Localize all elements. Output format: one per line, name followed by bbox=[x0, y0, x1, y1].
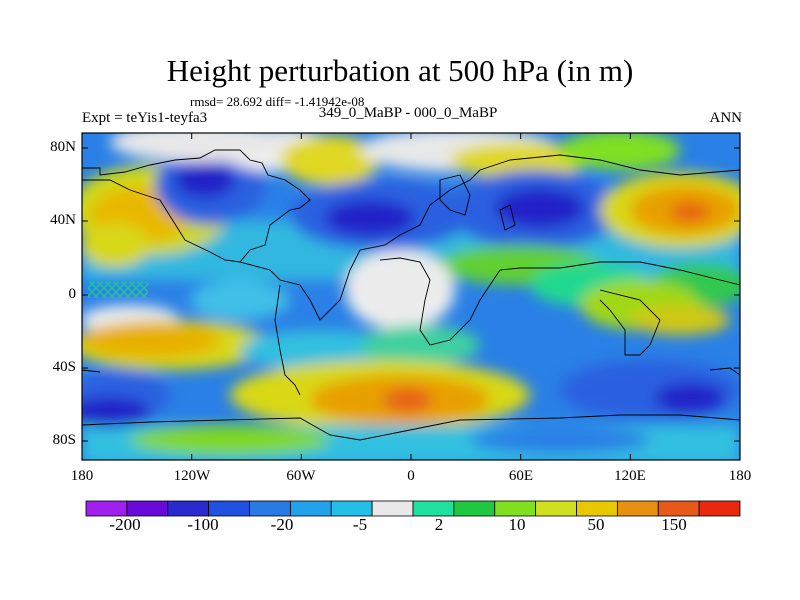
stats-label: rmsd= 28.692 diff= -1.41942e-08 bbox=[190, 94, 365, 109]
colorbar bbox=[85, 500, 741, 517]
colorbar-swatch bbox=[453, 500, 496, 517]
lat-ticks bbox=[82, 147, 740, 442]
colorbar-label: -5 bbox=[352, 515, 368, 534]
colorbar-label: -20 bbox=[270, 515, 294, 534]
colorbar-swatch bbox=[289, 500, 332, 517]
colorbar-swatch bbox=[85, 500, 128, 517]
colorbar-swatch bbox=[616, 500, 659, 517]
lon-label-60w: 60W bbox=[286, 468, 316, 484]
figure-title: Height perturbation at 500 hPa (in m) bbox=[166, 53, 634, 88]
colorbar-swatch bbox=[330, 500, 373, 517]
lat-label-80n: 80N bbox=[50, 139, 76, 155]
lon-label-180w: 180 bbox=[70, 468, 94, 484]
colorbar-swatch bbox=[576, 500, 618, 517]
lat-label-80s: 80S bbox=[52, 432, 76, 448]
lon-ticks bbox=[81, 133, 741, 460]
colorbar-label: -100 bbox=[187, 515, 219, 534]
lon-label-0: 0 bbox=[407, 468, 415, 484]
colorbar-label: -200 bbox=[109, 515, 141, 534]
experiment-label: Expt = teYis1-teyfa3 bbox=[82, 110, 208, 126]
lon-label-120e: 120E bbox=[614, 468, 646, 484]
lon-label-60e: 60E bbox=[508, 468, 534, 484]
coastline-overlay bbox=[82, 149, 740, 441]
lon-label-180e: 180 bbox=[728, 468, 752, 484]
colorbar-swatch bbox=[371, 500, 414, 517]
colorbar-swatch bbox=[698, 500, 741, 517]
colorbar-label: 10 bbox=[508, 515, 526, 534]
lon-label-120w: 120W bbox=[173, 468, 211, 484]
season-label: ANN bbox=[709, 110, 743, 126]
colorbar-swatch bbox=[494, 500, 537, 517]
colorbar-swatch bbox=[412, 500, 455, 517]
lat-label-40n: 40N bbox=[50, 212, 76, 228]
contour-field bbox=[82, 133, 740, 460]
lat-label-eq: 0 bbox=[68, 286, 77, 302]
colorbar-swatch bbox=[167, 500, 210, 517]
colorbar-label: 50 bbox=[587, 515, 605, 534]
colorbar-label: 2 bbox=[434, 515, 444, 534]
lat-label-40s: 40S bbox=[52, 359, 76, 375]
colorbar-swatch bbox=[535, 500, 577, 517]
colorbar-swatch bbox=[208, 500, 250, 517]
colorbar-swatch bbox=[126, 500, 169, 517]
colorbar-swatch bbox=[249, 500, 291, 517]
colorbar-label: 150 bbox=[661, 515, 687, 534]
colorbar-swatch bbox=[657, 500, 700, 517]
center-label: 349_0_MaBP - 000_0_MaBP bbox=[318, 105, 498, 121]
